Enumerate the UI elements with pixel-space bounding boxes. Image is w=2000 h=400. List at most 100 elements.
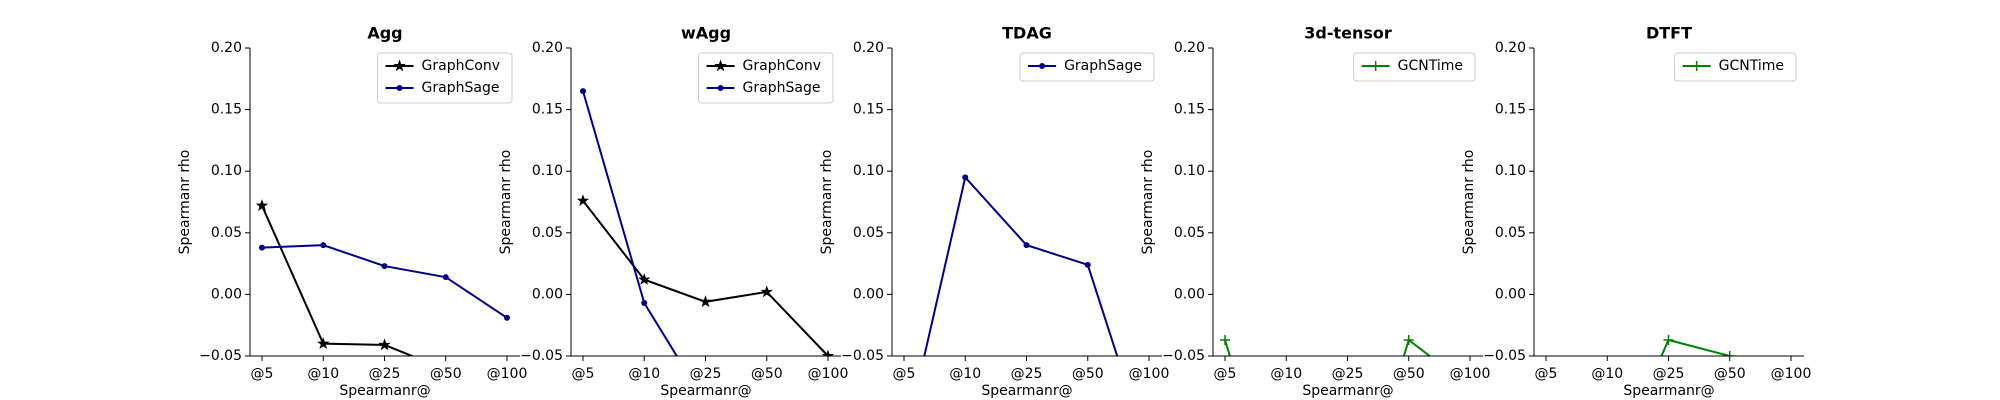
legend-marker: [393, 59, 406, 72]
legend-box: [1674, 52, 1797, 82]
legend: GCNTime: [1353, 52, 1476, 82]
x-tick-label: @50: [1072, 366, 1104, 382]
y-tick-label: 0.10: [532, 163, 563, 179]
x-tick-label: @25: [369, 366, 401, 382]
legend-label: GraphConv: [743, 58, 821, 74]
subplot-title: TDAG: [1002, 24, 1052, 43]
marker: [320, 242, 327, 249]
y-axis-label: Spearmanr rho: [1461, 150, 1477, 255]
subplot: DTFT Spearmanr@ Spearmanr rho −0.05 0.00 0.05…: [1461, 24, 1811, 400]
marker: [1220, 334, 1230, 345]
x-axis-label: Spearmanr@: [660, 383, 751, 399]
x-tick-label: @5: [1214, 366, 1237, 382]
y-tick-label: 0.20: [1495, 40, 1526, 56]
y-tick-label: 0.00: [211, 286, 242, 302]
x-tick-label: @50: [430, 366, 462, 382]
marker: [502, 388, 512, 397]
y-tick-label: 0.20: [853, 40, 884, 56]
marker: [1724, 351, 1735, 356]
marker: [1023, 242, 1030, 249]
x-tick-label: @5: [893, 366, 916, 382]
marker: [504, 314, 510, 321]
subplot-title: DTFT: [1646, 24, 1692, 43]
y-tick-label: 0.05: [853, 225, 884, 241]
y-tick-label: 0.20: [211, 40, 242, 56]
marker: [638, 273, 651, 285]
y-tick-label: −0.05: [520, 348, 563, 364]
x-tick-label: @100: [1771, 366, 1812, 382]
x-tick-label: @25: [1011, 366, 1043, 382]
y-tick-label: −0.05: [199, 348, 242, 364]
series-line: [582, 200, 829, 356]
y-tick-label: 0.20: [532, 40, 563, 56]
y-tick-label: 0.10: [1174, 163, 1205, 179]
x-tick-label: @50: [1714, 366, 1746, 382]
subplot: TDAG Spearmanr@ Spearmanr rho −0.05 0.00 0.05…: [819, 24, 1169, 400]
x-tick-label: @5: [572, 366, 595, 382]
legend: GraphSage: [1019, 52, 1155, 82]
series-line: [582, 90, 678, 356]
y-axis-label: Spearmanr rho: [498, 150, 514, 255]
legend-label: GCNTime: [1719, 58, 1784, 74]
x-tick-label: @5: [251, 366, 274, 382]
subplot-title: 3d-tensor: [1304, 24, 1392, 43]
y-tick-label: 0.00: [1174, 286, 1205, 302]
plot-area: [255, 199, 512, 397]
y-tick-label: −0.05: [1483, 348, 1526, 364]
y-tick-label: 0.15: [211, 102, 242, 118]
x-tick-label: @100: [1450, 366, 1491, 382]
x-tick-label: @50: [751, 366, 783, 382]
x-tick-label: @50: [1393, 366, 1425, 382]
plot-area: [576, 88, 835, 356]
marker: [259, 244, 265, 251]
marker: [821, 349, 835, 356]
x-tick-label: @100: [808, 366, 849, 382]
subplot: 3d-tensor Spearmanr@ Spearmanr rho −0.05 0.0…: [1140, 24, 1490, 400]
x-tick-label: @25: [1332, 366, 1364, 382]
legend-box: [1353, 52, 1476, 82]
subplot: wAgg Spearmanr@ Spearmanr rho −0.05 0.00 0.05…: [498, 24, 848, 400]
legend-label: GraphSage: [422, 80, 500, 96]
x-axis-label: Spearmanr@: [981, 383, 1072, 399]
y-tick-label: 0.05: [1174, 225, 1205, 241]
legend: GraphConv GraphSage: [698, 52, 834, 104]
y-tick-label: 0.05: [211, 225, 242, 241]
subplot-title: Agg: [367, 24, 402, 43]
y-tick-label: 0.00: [1495, 286, 1526, 302]
y-tick-label: 0.10: [853, 163, 884, 179]
x-tick-label: @10: [1591, 366, 1623, 382]
marker: [442, 274, 449, 281]
y-tick-label: −0.05: [841, 348, 884, 364]
marker: [1465, 382, 1475, 392]
marker: [962, 174, 969, 181]
x-axis-label: Spearmanr@: [1302, 383, 1393, 399]
plot-area: [923, 174, 1119, 356]
y-tick-label: −0.05: [1162, 348, 1205, 364]
x-axis-label: Spearmanr@: [339, 383, 430, 399]
marker: [576, 194, 590, 207]
marker: [381, 263, 388, 270]
x-tick-label: @25: [1653, 366, 1685, 382]
y-tick-label: 0.05: [1495, 225, 1526, 241]
legend-label: GraphConv: [422, 58, 500, 74]
legend-marker: [1370, 61, 1381, 71]
legend: GraphConv GraphSage: [377, 52, 513, 104]
marker: [1084, 261, 1091, 268]
x-axis-label: Spearmanr@: [1623, 383, 1714, 399]
subplot-title: wAgg: [681, 24, 731, 43]
y-tick-label: 0.10: [211, 163, 242, 179]
y-tick-label: 0.15: [853, 102, 884, 118]
y-tick-label: 0.15: [1174, 102, 1205, 118]
y-axis-label: Spearmanr rho: [1140, 150, 1156, 255]
x-tick-label: @10: [1270, 366, 1302, 382]
marker: [580, 88, 586, 95]
y-tick-label: 0.00: [853, 286, 884, 302]
x-tick-label: @25: [690, 366, 722, 382]
marker: [760, 285, 773, 298]
legend: GCNTime: [1674, 52, 1797, 82]
legend-marker: [717, 85, 724, 91]
x-tick-label: @10: [307, 366, 339, 382]
legend-marker: [1039, 63, 1046, 69]
marker: [1403, 334, 1414, 345]
